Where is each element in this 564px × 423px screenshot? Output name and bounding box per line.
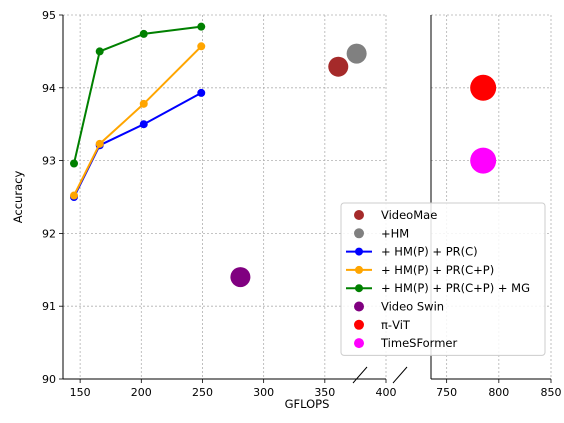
series-point <box>95 139 104 148</box>
y-tick-label: 92 <box>42 227 56 240</box>
series-point <box>197 88 206 97</box>
y-axis-label: Accuracy <box>11 171 25 224</box>
x-tick-label: 350 <box>314 386 335 399</box>
legend-label: π-ViT <box>381 318 411 332</box>
x-tick-label: 400 <box>376 386 397 399</box>
data-marks <box>70 22 497 288</box>
axes <box>59 14 552 384</box>
series-point <box>139 29 148 38</box>
series-point <box>197 42 206 51</box>
legend-label: Video Swin <box>381 300 444 314</box>
legend-marker <box>355 265 363 274</box>
series-point <box>139 99 148 108</box>
series-line <box>73 25 202 164</box>
series-point <box>197 22 206 31</box>
legend-marker <box>355 284 363 293</box>
legend-marker <box>354 228 364 239</box>
scatter-point <box>470 147 497 174</box>
x-tick-label: 800 <box>488 386 509 399</box>
series-point <box>70 159 79 168</box>
x-tick-label: 150 <box>70 386 91 399</box>
x-axis-label: GFLOPS <box>285 397 330 411</box>
y-tick-label: 91 <box>42 300 56 313</box>
scatter-point <box>346 43 367 64</box>
series-point <box>70 191 79 200</box>
series-point <box>95 47 104 56</box>
legend-label: VideoMae <box>381 208 437 222</box>
legend-marker <box>354 338 364 349</box>
legend-label: + HM(P) + PR(C) <box>381 245 478 259</box>
legend: VideoMae +HM + HM(P) + PR(C) + HM(P) + PR(C… <box>340 202 546 356</box>
scatter-point <box>470 74 497 101</box>
y-tick-label: 93 <box>42 155 56 168</box>
x-tick-label: 750 <box>436 386 457 399</box>
y-tick-label: 95 <box>42 9 56 22</box>
tick-labels: 150 200 250 300 350 400 750 800 850 90 91 92 93 94 95 <box>42 9 562 399</box>
y-tick-label: 94 <box>42 82 56 95</box>
x-tick-label: 250 <box>192 386 213 399</box>
legend-marker <box>355 247 363 256</box>
series-line <box>73 45 203 196</box>
legend-marker <box>354 210 364 220</box>
axis-break-mark <box>352 366 368 384</box>
legend-box <box>340 202 546 356</box>
legend-label: + HM(P) + PR(C+P) <box>381 263 494 277</box>
x-tick-label: 850 <box>541 386 562 399</box>
y-tick-label: 90 <box>42 373 56 386</box>
x-tick-label: 200 <box>131 386 152 399</box>
axis-break-mark <box>392 366 408 384</box>
series-point <box>139 120 148 129</box>
scatter-point <box>328 56 349 77</box>
legend-marker <box>354 301 364 312</box>
scatter-point <box>230 267 251 288</box>
legend-label: +HM <box>381 226 409 240</box>
legend-marker <box>354 319 364 330</box>
legend-label: + HM(P) + PR(C+P) + MG <box>381 281 530 295</box>
legend-label: TimeSFormer <box>380 336 457 350</box>
x-tick-label: 300 <box>253 386 274 399</box>
